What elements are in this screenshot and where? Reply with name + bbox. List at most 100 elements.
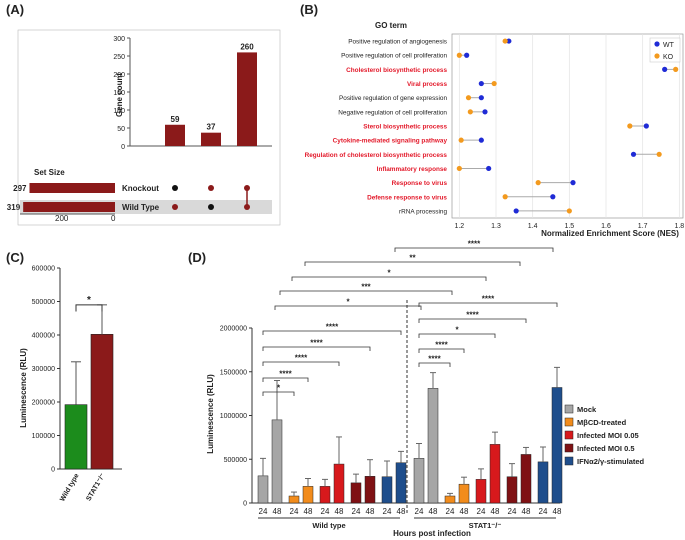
panel-label-d: (D) bbox=[188, 250, 206, 265]
go-term-title: GO term bbox=[375, 21, 407, 30]
hours-post-infection-label: Hours post infection bbox=[393, 529, 471, 538]
b-term-label: Positive regulation of cell proliferatio… bbox=[341, 53, 447, 60]
c-significance-label: * bbox=[87, 295, 91, 306]
d-wt-sig-bracket bbox=[262, 377, 309, 382]
d-between-sig-bracket bbox=[291, 276, 487, 281]
b-x-tick-label: 1.7 bbox=[638, 223, 648, 230]
b-term-label: Sterol biosynthetic process bbox=[363, 124, 447, 131]
d-hour-label: 48 bbox=[335, 507, 344, 516]
d-hour-label: 48 bbox=[522, 507, 531, 516]
d-legend-label: Mock bbox=[577, 405, 597, 414]
b-legend-ko-dot bbox=[654, 53, 660, 59]
d-y-tick-label: 1000000 bbox=[220, 413, 247, 420]
upset-set-size-tick-200: 200 bbox=[55, 214, 69, 223]
b-wt-point bbox=[643, 123, 649, 129]
d-wt-sig-bracket bbox=[262, 330, 402, 335]
b-term-label: Regulation of cholesterol biosynthetic p… bbox=[305, 152, 448, 159]
d-y-tick-label: 500000 bbox=[224, 457, 247, 464]
d-hour-label: 48 bbox=[304, 507, 313, 516]
b-x-tick-label: 1.3 bbox=[491, 223, 501, 230]
d-y-tick-label: 0 bbox=[243, 501, 247, 508]
d-hour-label: 48 bbox=[553, 507, 562, 516]
b-ko-point bbox=[566, 208, 572, 214]
d-y-tick-label: 2000000 bbox=[220, 326, 247, 333]
c-bar bbox=[64, 404, 88, 470]
b-term-label: Defense response to virus bbox=[367, 194, 447, 201]
d-bar bbox=[302, 486, 314, 504]
d-wt-sig-bracket-label: **** bbox=[326, 323, 339, 332]
d-bar bbox=[271, 419, 283, 504]
b-wt-point bbox=[478, 80, 484, 87]
d-bar bbox=[288, 495, 300, 504]
c-y-tick-label: 200000 bbox=[32, 400, 55, 407]
c-bar bbox=[90, 334, 114, 470]
d-hour-label: 24 bbox=[259, 507, 268, 516]
d-bar bbox=[551, 387, 563, 504]
b-ko-point bbox=[673, 66, 679, 72]
c-y-tick-label: 100000 bbox=[32, 433, 55, 440]
d-bar bbox=[395, 462, 407, 504]
b-wt-point bbox=[550, 194, 556, 200]
b-wt-point bbox=[486, 165, 492, 172]
d-bar bbox=[381, 476, 393, 504]
b-legend-box bbox=[649, 37, 681, 63]
panel-label-c: (C) bbox=[6, 250, 24, 265]
d-hour-label: 24 bbox=[477, 507, 486, 516]
b-wt-point bbox=[506, 38, 512, 44]
d-wt-sig-bracket-label: **** bbox=[295, 354, 308, 363]
d-hour-label: 48 bbox=[460, 507, 469, 516]
d-legend-label: IFNα2/γ-stimulated bbox=[577, 457, 645, 466]
a-y-tick-label: 300 bbox=[113, 36, 125, 43]
d-bar bbox=[427, 388, 439, 504]
d-hour-label: 48 bbox=[397, 507, 406, 516]
c-category-label: STAT1⁻/⁻ bbox=[85, 472, 106, 502]
c-y-tick-label: 300000 bbox=[32, 366, 55, 373]
a-intersection-bar bbox=[165, 124, 185, 146]
a-ylabel: Gene count bbox=[115, 73, 124, 117]
a-y-tick-label: 100 bbox=[113, 108, 125, 115]
d-bar bbox=[319, 486, 331, 504]
panel-label-b: (B) bbox=[300, 2, 318, 17]
b-x-tick-label: 1.5 bbox=[564, 223, 574, 230]
d-wt-sig-bracket bbox=[262, 361, 340, 366]
a-intersection-bar bbox=[201, 132, 221, 146]
d-hour-label: 24 bbox=[383, 507, 392, 516]
a-y-tick-label: 50 bbox=[117, 126, 125, 133]
d-bar bbox=[506, 476, 518, 504]
d-legend-label: Infected MOI 0.05 bbox=[577, 431, 639, 440]
d-between-sig-bracket bbox=[279, 290, 453, 295]
d-hour-label: 24 bbox=[352, 507, 361, 516]
d-hour-label: 48 bbox=[366, 507, 375, 516]
b-ko-point bbox=[535, 180, 541, 186]
a-set-size-value: 319 bbox=[7, 203, 21, 212]
b-term-label: Positive regulation of gene expression bbox=[339, 95, 447, 102]
a-bar-value-label: 37 bbox=[207, 123, 216, 132]
d-bar bbox=[364, 476, 376, 504]
b-term-label: Positive regulation of angiogenesis bbox=[348, 39, 447, 46]
d-bar bbox=[475, 479, 487, 504]
c-significance-bracket bbox=[75, 304, 103, 312]
d-bar bbox=[413, 458, 425, 504]
d-between-sig-bracket bbox=[394, 247, 554, 252]
b-ko-point bbox=[627, 123, 633, 129]
d-wt-sig-bracket-label: * bbox=[277, 384, 281, 393]
d-hour-label: 24 bbox=[539, 507, 548, 516]
d-ylabel: Luminescence (RLU) bbox=[206, 374, 215, 454]
b-ko-point bbox=[456, 52, 462, 58]
c-y-tick-label: 500000 bbox=[32, 299, 55, 306]
b-term-label: Negative regulation of cell proliferatio… bbox=[338, 109, 447, 116]
c-y-tick-label: 400000 bbox=[32, 333, 55, 340]
a-set-size-value: 297 bbox=[13, 184, 27, 193]
b-legend-wt-dot bbox=[654, 41, 660, 47]
a-bar-value-label: 59 bbox=[171, 115, 180, 124]
d-group-label: Wild type bbox=[312, 521, 345, 530]
d-legend-label: MβCD-treated bbox=[577, 418, 627, 427]
a-y-tick-label: 200 bbox=[113, 72, 125, 79]
b-wt-point bbox=[464, 52, 470, 58]
d-hour-label: 48 bbox=[491, 507, 500, 516]
d-hour-label: 24 bbox=[415, 507, 424, 516]
a-y-tick-label: 250 bbox=[113, 54, 125, 61]
d-legend-swatch bbox=[564, 404, 574, 414]
d-between-sig-bracket bbox=[274, 305, 422, 310]
